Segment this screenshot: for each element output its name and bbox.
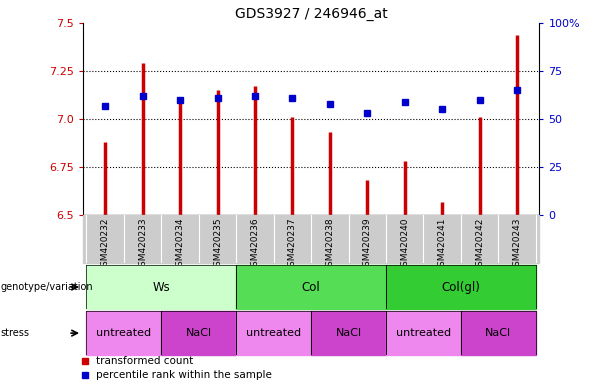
Bar — [236, 265, 386, 309]
Text: percentile rank within the sample: percentile rank within the sample — [96, 370, 272, 380]
Text: stress: stress — [1, 328, 29, 338]
Text: GSM420234: GSM420234 — [175, 217, 185, 272]
Text: untreated: untreated — [246, 328, 301, 338]
Text: untreated: untreated — [396, 328, 451, 338]
Text: transformed count: transformed count — [96, 356, 194, 366]
Bar — [386, 311, 461, 355]
Text: NaCl: NaCl — [335, 328, 362, 338]
Text: Col(gl): Col(gl) — [441, 281, 480, 293]
Text: GSM420239: GSM420239 — [363, 217, 371, 272]
Text: GSM420241: GSM420241 — [438, 217, 447, 272]
Text: Ws: Ws — [153, 281, 170, 293]
Bar — [83, 215, 539, 263]
Bar — [86, 265, 236, 309]
Bar — [236, 311, 311, 355]
Text: GSM420240: GSM420240 — [400, 217, 409, 272]
Bar — [461, 311, 536, 355]
Text: GSM420232: GSM420232 — [101, 217, 110, 272]
Text: GSM420243: GSM420243 — [512, 217, 522, 272]
Text: GSM420233: GSM420233 — [138, 217, 147, 272]
Text: GSM420238: GSM420238 — [326, 217, 334, 272]
Bar — [386, 265, 536, 309]
Text: NaCl: NaCl — [485, 328, 511, 338]
Text: GSM420236: GSM420236 — [251, 217, 259, 272]
Text: Col: Col — [302, 281, 321, 293]
Bar — [161, 311, 236, 355]
Text: NaCl: NaCl — [186, 328, 212, 338]
Bar — [311, 311, 386, 355]
Bar — [86, 311, 161, 355]
Title: GDS3927 / 246946_at: GDS3927 / 246946_at — [235, 7, 387, 21]
Text: GSM420242: GSM420242 — [475, 217, 484, 272]
Text: GSM420235: GSM420235 — [213, 217, 222, 272]
Text: GSM420237: GSM420237 — [288, 217, 297, 272]
Text: genotype/variation: genotype/variation — [1, 282, 93, 292]
Text: untreated: untreated — [96, 328, 151, 338]
